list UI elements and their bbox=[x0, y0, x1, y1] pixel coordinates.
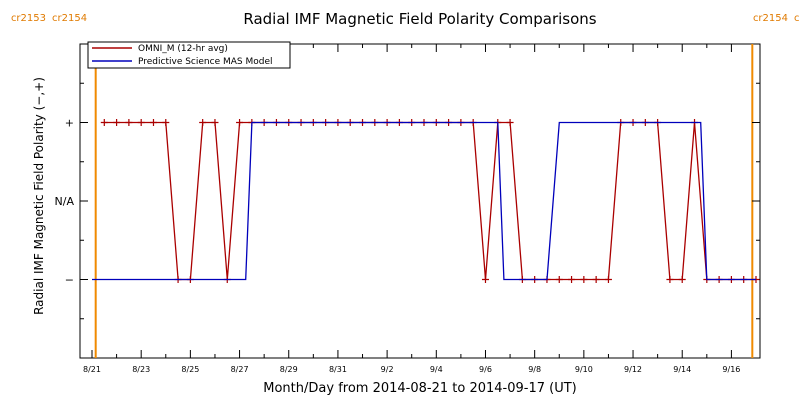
data-point-marker bbox=[137, 119, 145, 126]
x-tick-label: 8/31 bbox=[329, 365, 347, 374]
data-point-marker bbox=[592, 276, 600, 283]
data-point-marker bbox=[100, 119, 108, 126]
data-point-marker bbox=[211, 119, 219, 126]
x-tick-label: 9/16 bbox=[722, 365, 740, 374]
x-tick-label: 9/4 bbox=[430, 365, 443, 374]
x-tick-label: 9/6 bbox=[479, 365, 492, 374]
series-layer bbox=[92, 119, 760, 283]
series-line-0 bbox=[104, 121, 756, 281]
y-tick-label: − bbox=[65, 274, 74, 287]
data-point-marker bbox=[568, 276, 576, 283]
x-tick-label: 8/29 bbox=[280, 365, 298, 374]
data-point-marker bbox=[506, 119, 514, 126]
x-tick-label: 9/10 bbox=[575, 365, 593, 374]
x-tick-label: 8/25 bbox=[181, 365, 199, 374]
data-point-marker bbox=[678, 276, 686, 283]
chart-title: Radial IMF Magnetic Field Polarity Compa… bbox=[243, 10, 596, 28]
x-tick-label: 9/8 bbox=[528, 365, 541, 374]
legend-box bbox=[87, 41, 291, 69]
data-point-marker bbox=[481, 276, 489, 283]
data-point-marker bbox=[113, 119, 121, 126]
rotation-label-left: cr2153 bbox=[11, 13, 46, 24]
data-point-marker bbox=[162, 119, 170, 126]
legend: OMNI_M (12-hr avg) Predictive Science MA… bbox=[87, 41, 291, 69]
axis-ticks: + N/A − 8/21 8/23 8/25 8/27 8/29 8/31 9/2 9/4 9/6 9/… bbox=[55, 44, 760, 374]
x-tick-label: 9/2 bbox=[381, 365, 394, 374]
y-tick-label: N/A bbox=[55, 195, 75, 208]
x-axis-label: Month/Day from 2014-08-21 to 2014-09-17 … bbox=[263, 381, 576, 396]
rotation-label-right: cr2154 bbox=[52, 13, 87, 24]
rotation-label-right: cr2155 bbox=[794, 13, 800, 24]
data-point-marker bbox=[555, 276, 563, 283]
data-point-marker bbox=[199, 119, 207, 126]
y-axis-label: Radial IMF Magnetic Field Polarity (−,+) bbox=[32, 77, 46, 315]
y-tick-label: + bbox=[65, 117, 74, 130]
data-point-marker bbox=[149, 119, 157, 126]
x-tick-label: 8/27 bbox=[231, 365, 249, 374]
legend-label-omni: OMNI_M (12-hr avg) bbox=[138, 44, 228, 54]
series-line-1 bbox=[92, 121, 756, 281]
rotation-label-left: cr2154 bbox=[753, 13, 788, 24]
x-tick-label: 8/23 bbox=[132, 365, 150, 374]
data-point-marker bbox=[666, 276, 674, 283]
legend-label-mas: Predictive Science MAS Model bbox=[138, 57, 273, 67]
data-point-marker bbox=[236, 119, 244, 126]
x-tick-label: 8/21 bbox=[83, 365, 101, 374]
data-point-marker bbox=[125, 119, 133, 126]
x-tick-label: 9/12 bbox=[624, 365, 642, 374]
x-tick-label: 9/14 bbox=[673, 365, 691, 374]
data-point-marker bbox=[580, 276, 588, 283]
plot-frame bbox=[79, 43, 761, 359]
data-point-marker bbox=[604, 276, 612, 283]
